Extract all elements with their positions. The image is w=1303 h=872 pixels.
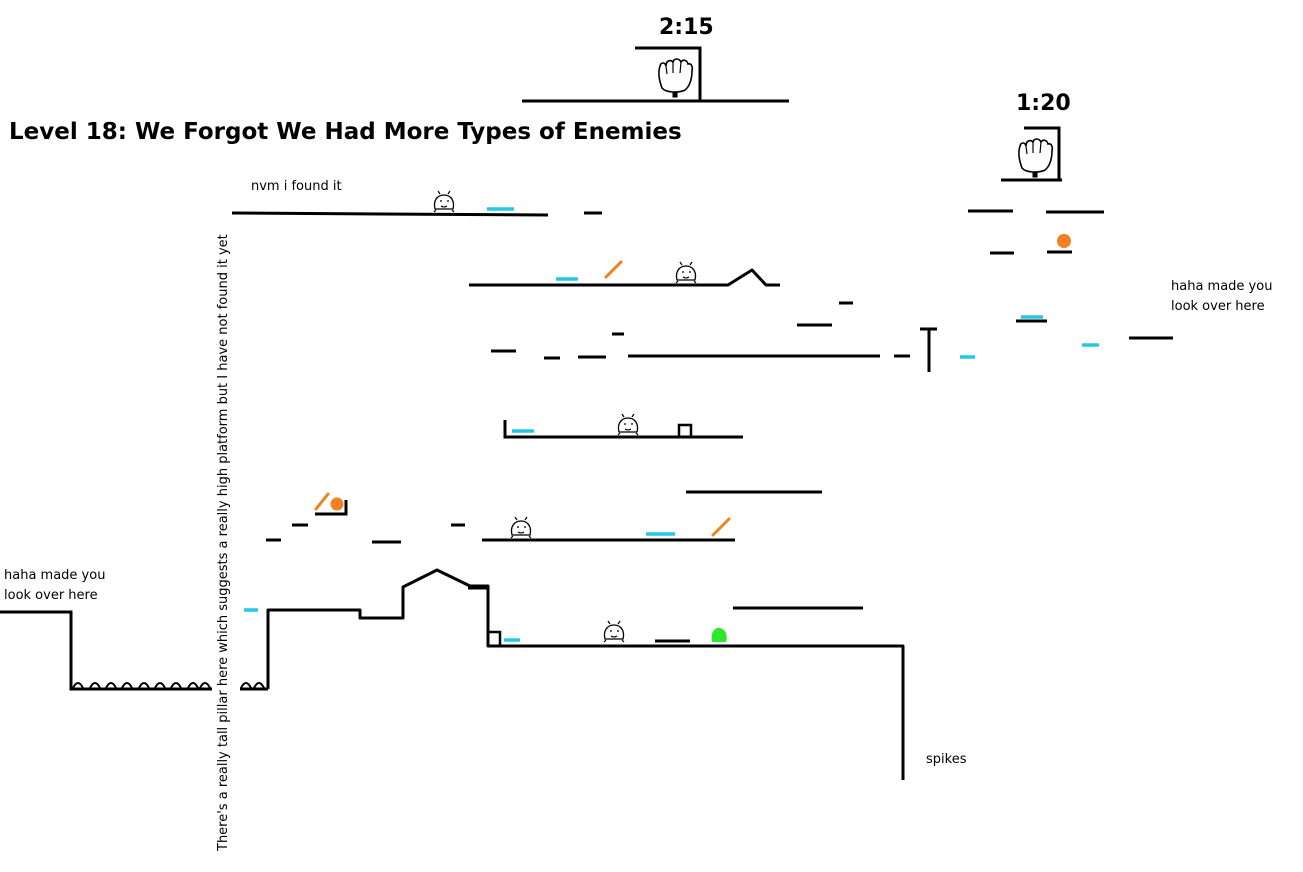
timer-right: 1:20: [1016, 91, 1071, 116]
smiley-creature-icon: [617, 413, 639, 436]
platform-row-436: [503, 420, 743, 439]
right-cluster-platforms: [968, 209, 1173, 340]
timer-top: 2:15: [659, 15, 714, 40]
note-look-right-line2: look over here: [1171, 299, 1265, 314]
note-pillar: There's a really tall pillar here which …: [216, 234, 231, 851]
spike-pit-left: [72, 682, 211, 689]
note-found-it: nvm i found it: [251, 179, 342, 194]
spike-pit-right: [240, 682, 268, 691]
note-look-right-line1: haha made you: [1171, 279, 1273, 294]
platform-row-213: [231, 211, 602, 217]
platform-row-356: [491, 301, 937, 372]
level-title: Level 18: We Forgot We Had More Types of…: [9, 119, 682, 145]
note-look-left-line1: haha made you: [4, 568, 106, 583]
note-look-right: haha made you look over here: [1171, 277, 1272, 317]
smiley-creature-icon: [510, 516, 532, 539]
smiley-creature-icon: [433, 190, 455, 213]
glove-icon: [658, 58, 694, 98]
note-look-left-line2: look over here: [4, 588, 98, 603]
goal-platform-right: [1001, 126, 1062, 182]
glove-icon: [1018, 138, 1054, 178]
smiley-creature-icon: [603, 620, 625, 643]
smiley-creature-icon: [675, 261, 697, 284]
note-spikes: spikes: [926, 752, 967, 767]
note-look-left: haha made you look over here: [4, 566, 105, 606]
green-blob-icon: [711, 627, 727, 642]
diagonal-spring-icon: [314, 260, 731, 537]
ground-left-ledge: [0, 610, 212, 691]
platform-row-284: [469, 268, 780, 287]
orange-orb-icon: [330, 234, 1071, 511]
ice-blocks: [244, 207, 1099, 642]
stepping-ledges-left: [266, 500, 465, 544]
ground-main: [266, 568, 905, 780]
goal-platform-top: [522, 46, 789, 103]
